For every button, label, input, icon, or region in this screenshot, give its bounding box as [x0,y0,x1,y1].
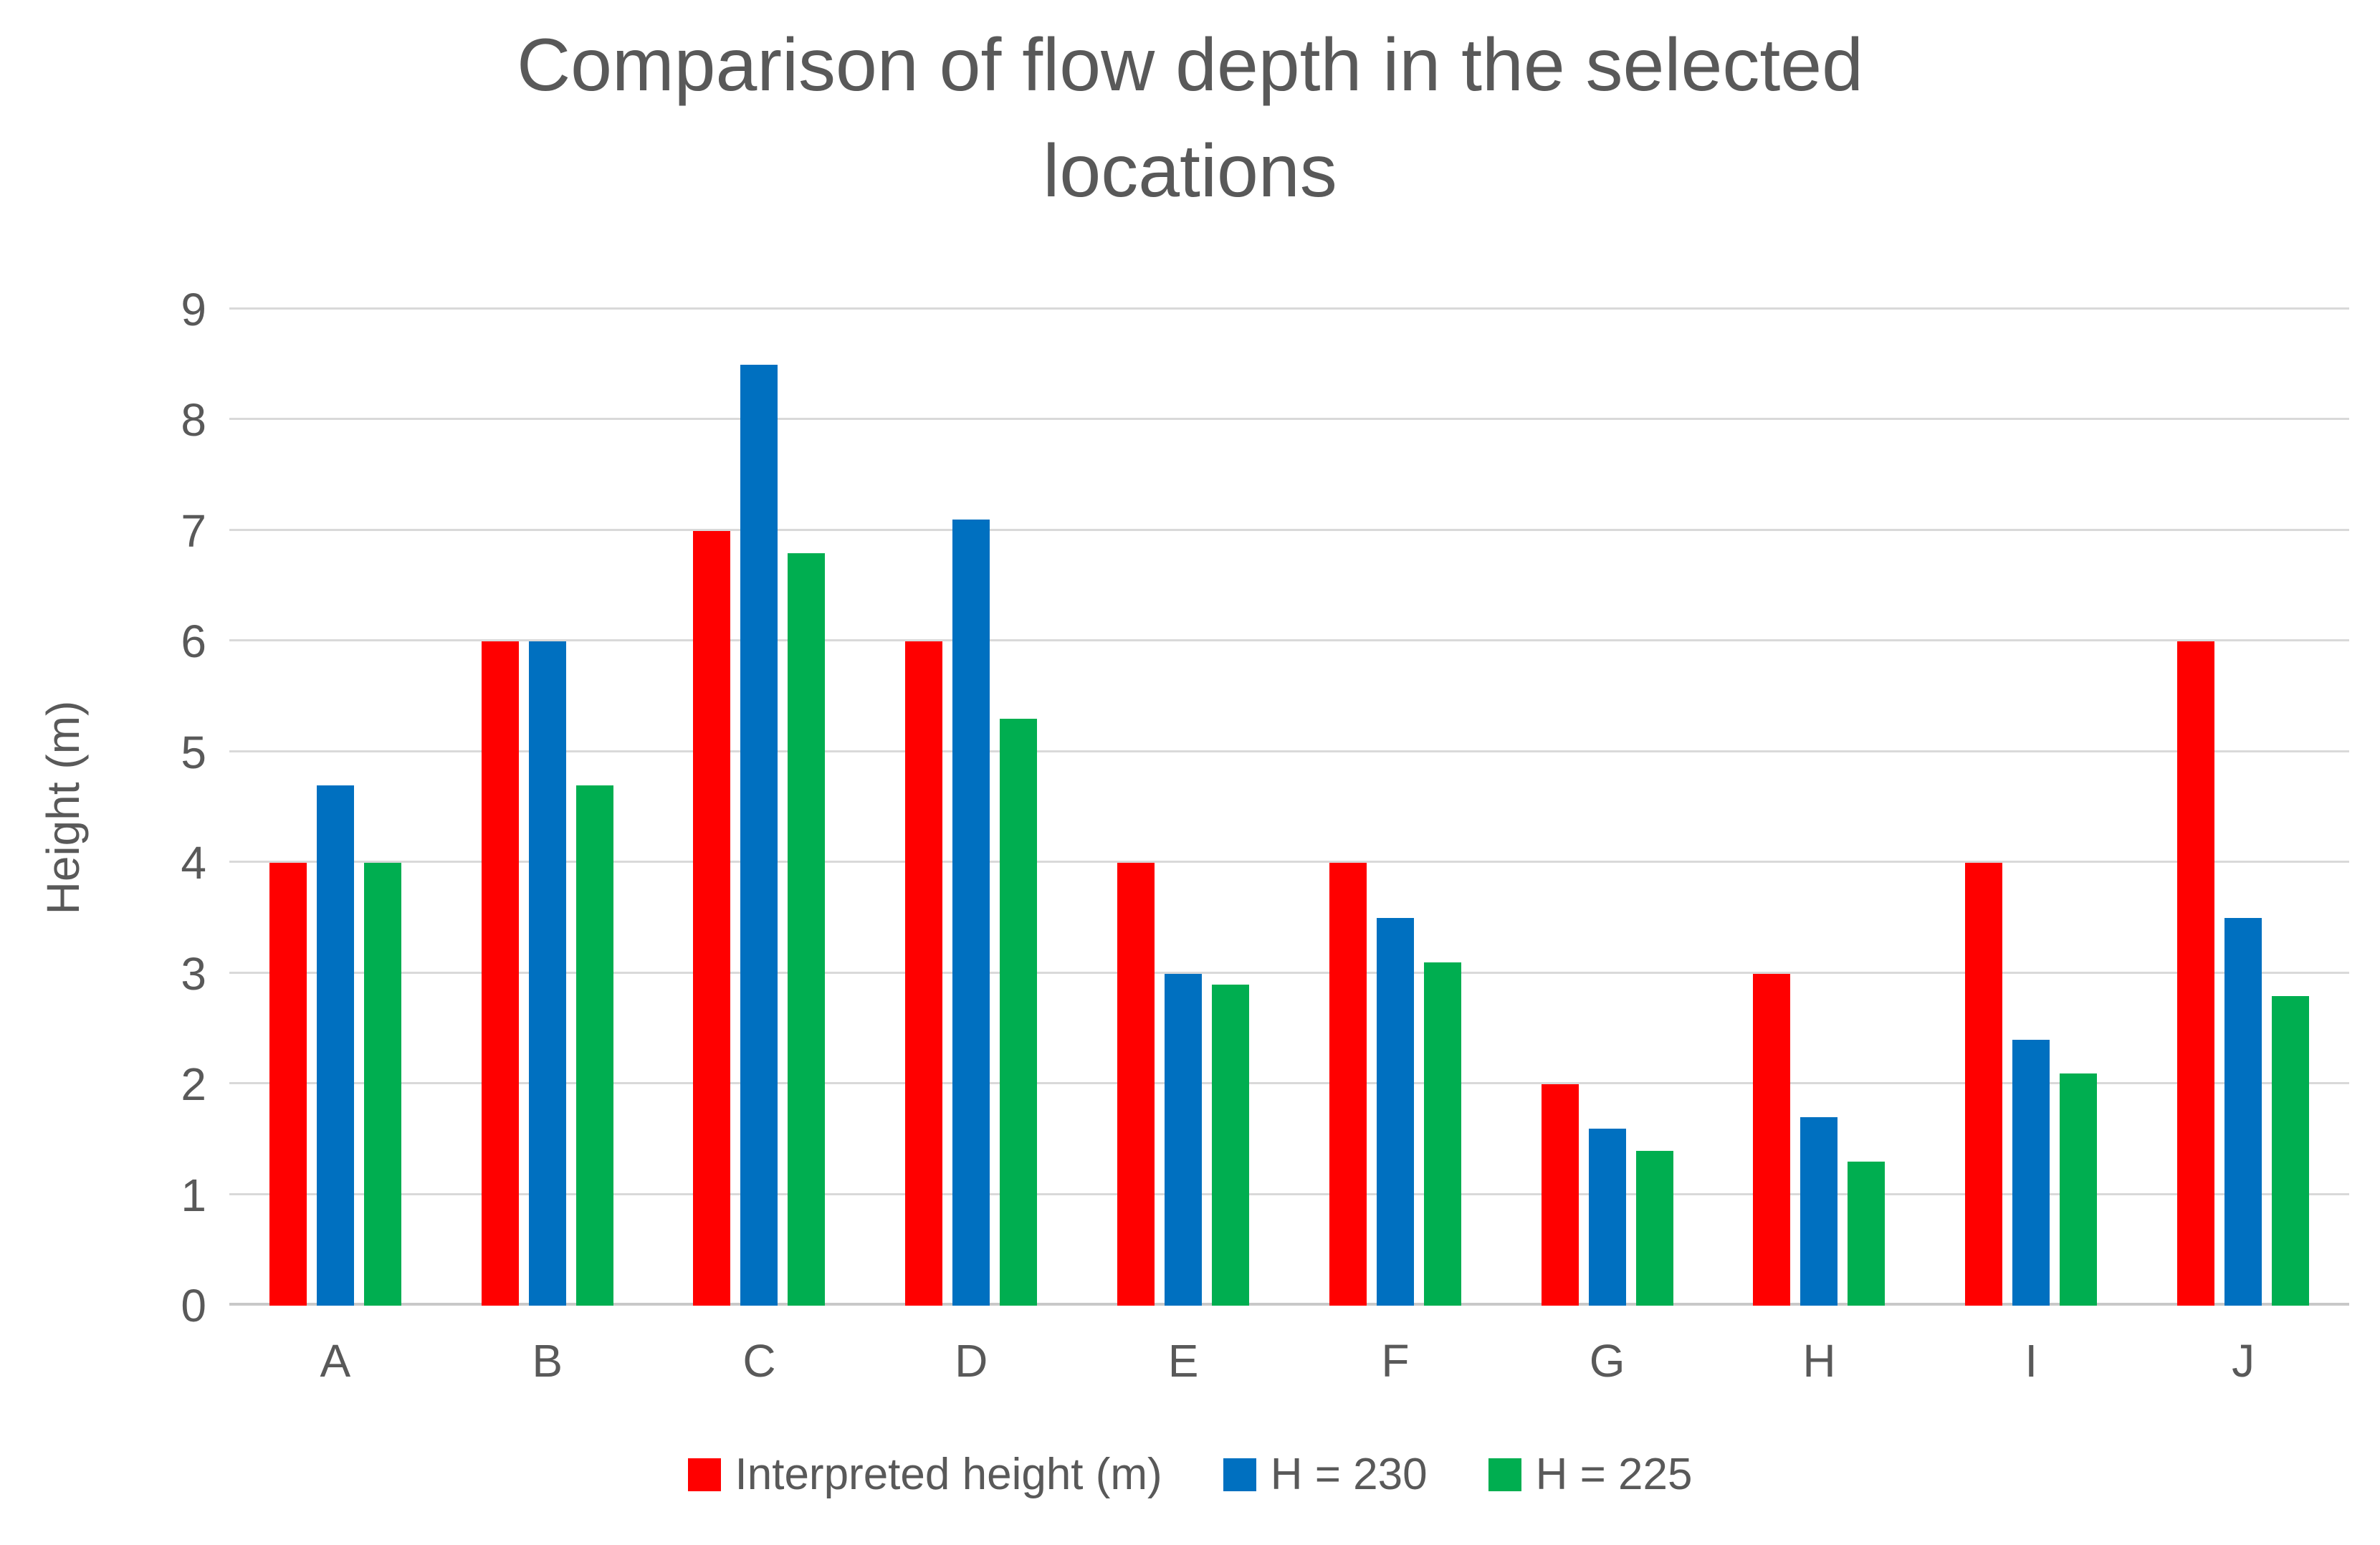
bar-group-g [1501,310,1714,1306]
gridline-7 [229,528,2349,531]
x-axis-tick-labels: A B C D E F G H I J [229,1334,2349,1387]
bar-group-b [441,310,654,1306]
legend-item-series1: Interpreted height (m) [687,1449,1162,1500]
legend: Interpreted height (m) H = 230 H = 225 [0,1449,2380,1500]
y-tick-label-5: 5 [181,726,206,778]
bar-group-a [229,310,441,1306]
bar-group-e [1077,310,1289,1306]
bar-f-series3 [1423,962,1461,1306]
y-tick-label-4: 4 [181,837,206,889]
gridline-1 [229,1192,2349,1195]
bar-group-f [1289,310,1501,1306]
x-tick-label-f: F [1381,1335,1410,1387]
gridline-4 [229,861,2349,864]
bar-g-series2 [1588,1128,1626,1306]
bar-j-series2 [2224,918,2262,1306]
bar-i-series2 [2012,1040,2050,1306]
bar-group-j [2137,310,2349,1306]
bar-b-series2 [528,641,566,1306]
y-tick-label-1: 1 [181,1169,206,1221]
gridline-6 [229,639,2349,642]
bar-a-series2 [316,785,354,1306]
x-tick-label-e: E [1167,1335,1199,1387]
x-tick-label-j: J [2232,1335,2255,1387]
x-tick-label-d: D [955,1335,988,1387]
bar-group-c [654,310,866,1306]
bar-j-series3 [2272,995,2310,1306]
y-tick-label-3: 3 [181,947,206,1000]
bar-h-series3 [1848,1162,1886,1306]
x-axis-line [229,1303,2349,1306]
bar-e-series3 [1212,985,1250,1306]
y-tick-label-7: 7 [181,504,206,557]
bar-i-series3 [2060,1073,2098,1306]
bar-i-series1 [1965,863,2003,1306]
bar-h-series1 [1753,973,1791,1306]
legend-label: H = 225 [1535,1450,1693,1499]
bar-f-series2 [1376,918,1414,1306]
gridline-3 [229,971,2349,974]
x-tick-label-h: H [1802,1335,1836,1387]
legend-label: H = 230 [1270,1450,1428,1499]
bar-b-series1 [481,641,519,1306]
x-tick-label-c: C [742,1335,776,1387]
bar-a-series1 [269,863,307,1306]
bars-row [229,310,2349,1306]
gridline-5 [229,750,2349,752]
legend-swatch-icon [1223,1458,1256,1491]
x-tick-label-g: G [1589,1335,1625,1387]
y-tick-label-8: 8 [181,394,206,446]
bar-j-series1 [2177,641,2215,1306]
y-tick-label-0: 0 [181,1280,206,1331]
bar-d-series2 [952,520,990,1306]
bar-d-series3 [1000,719,1038,1306]
bar-h-series2 [1800,1117,1838,1306]
bar-group-d [865,310,1077,1306]
bar-f-series1 [1329,863,1367,1306]
chart-title-line1: Comparison of flow depth in the selected [517,24,1863,107]
plot-area [229,307,2349,1306]
gridline-8 [229,418,2349,421]
legend-item-series3: H = 225 [1488,1449,1693,1500]
y-axis-tick-labels: 0 1 2 3 4 5 6 7 8 9 [0,287,206,1329]
legend-swatch-icon [1488,1458,1521,1491]
x-tick-label-a: A [320,1335,351,1387]
bar-g-series3 [1635,1150,1673,1306]
legend-item-series2: H = 230 [1223,1449,1428,1500]
bar-c-series1 [693,530,731,1306]
legend-label: Interpreted height (m) [735,1450,1162,1499]
bar-group-i [1925,310,2137,1306]
bar-c-series3 [788,553,826,1306]
bar-d-series1 [905,641,943,1306]
x-tick-label-b: B [532,1335,563,1387]
bar-g-series1 [1541,1084,1579,1306]
bar-a-series3 [363,863,401,1306]
gridline-2 [229,1082,2349,1085]
y-tick-label-6: 6 [181,616,206,668]
bar-e-series2 [1165,973,1203,1306]
x-tick-label-i: I [2025,1335,2038,1387]
gridline-9 [229,307,2349,310]
y-tick-label-9: 9 [181,284,206,335]
bar-b-series3 [575,785,613,1306]
legend-swatch-icon [687,1458,721,1491]
chart-title: Comparison of flow depth in the selected… [0,13,2380,224]
bar-c-series2 [740,365,778,1306]
bar-group-h [1714,310,1926,1306]
bar-e-series1 [1117,863,1155,1306]
chart-title-line2: locations [1043,129,1337,213]
y-tick-label-2: 2 [181,1058,206,1111]
